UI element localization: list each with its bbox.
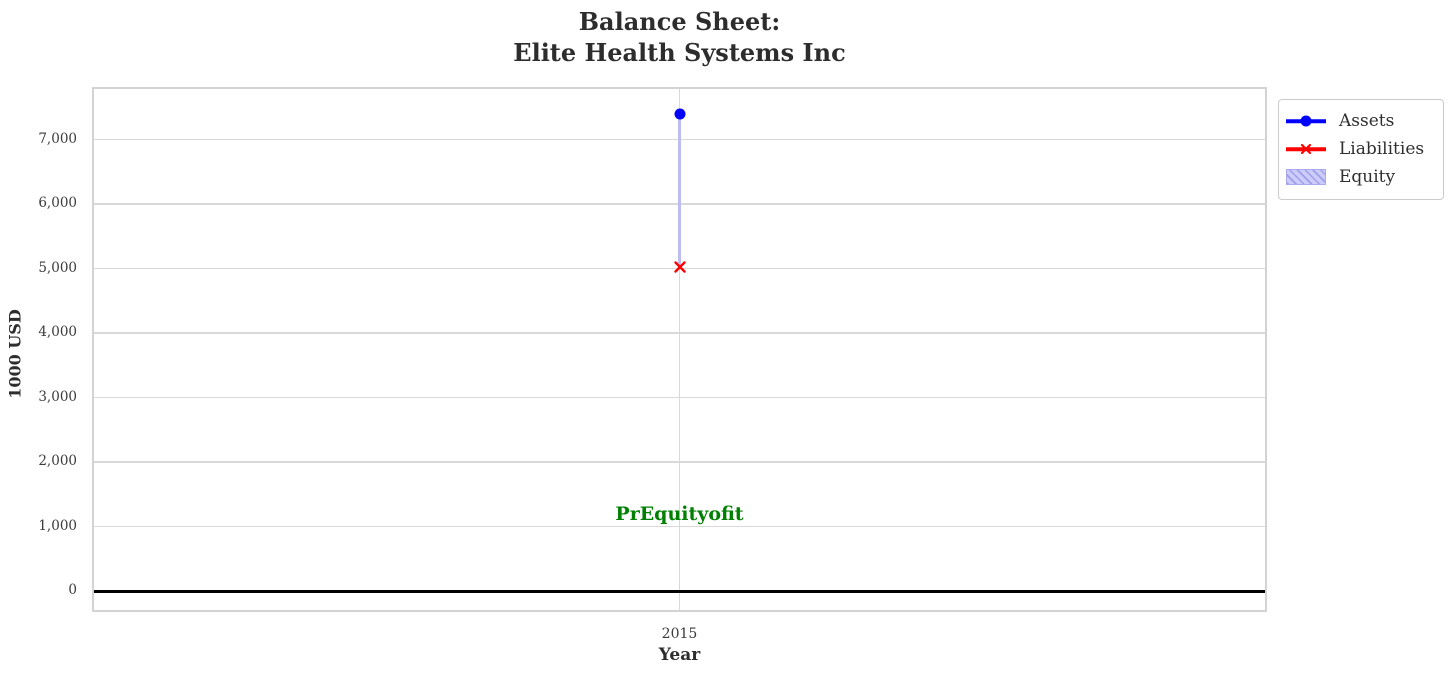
gridline-vertical	[678, 89, 681, 610]
liabilities-line-icon	[1286, 140, 1326, 158]
equity-bar	[677, 113, 682, 267]
x-axis-label: Year	[658, 645, 701, 665]
chart-title: Balance Sheet: Elite Health Systems Inc	[92, 6, 1267, 68]
y-tick-label: 0	[68, 582, 77, 598]
liabilities-data-point	[673, 260, 686, 273]
zero-axis-line	[94, 589, 1265, 593]
assets-line-icon	[1286, 112, 1326, 130]
equity-swatch-icon	[1286, 168, 1326, 186]
chart-title-line1: Balance Sheet:	[578, 7, 781, 36]
legend-label: Assets	[1339, 111, 1395, 131]
y-tick-label: 5,000	[38, 259, 77, 276]
y-tick-label: 7,000	[38, 130, 77, 147]
x-tick-label: 2015	[661, 626, 698, 642]
legend-label: Equity	[1339, 167, 1396, 187]
legend-label: Liabilities	[1339, 139, 1425, 159]
legend-item-equity: Equity	[1286, 163, 1434, 191]
y-tick-label: 6,000	[38, 195, 77, 211]
legend-item-assets: Assets	[1286, 107, 1434, 135]
profit-equity-annotation: PrEquityofit	[615, 502, 744, 525]
y-tick-label: 1,000	[38, 517, 77, 534]
plot-area	[92, 87, 1267, 612]
legend: Assets Liabilities Equity	[1278, 99, 1444, 200]
y-tick-label: 3,000	[38, 388, 77, 405]
y-tick-label: 4,000	[38, 324, 77, 340]
assets-data-point	[674, 108, 685, 120]
chart-title-line2: Elite Health Systems Inc	[513, 38, 846, 67]
y-axis-label: 1000 USD	[5, 309, 25, 399]
legend-item-liabilities: Liabilities	[1286, 135, 1434, 163]
y-tick-label: 2,000	[38, 453, 77, 469]
